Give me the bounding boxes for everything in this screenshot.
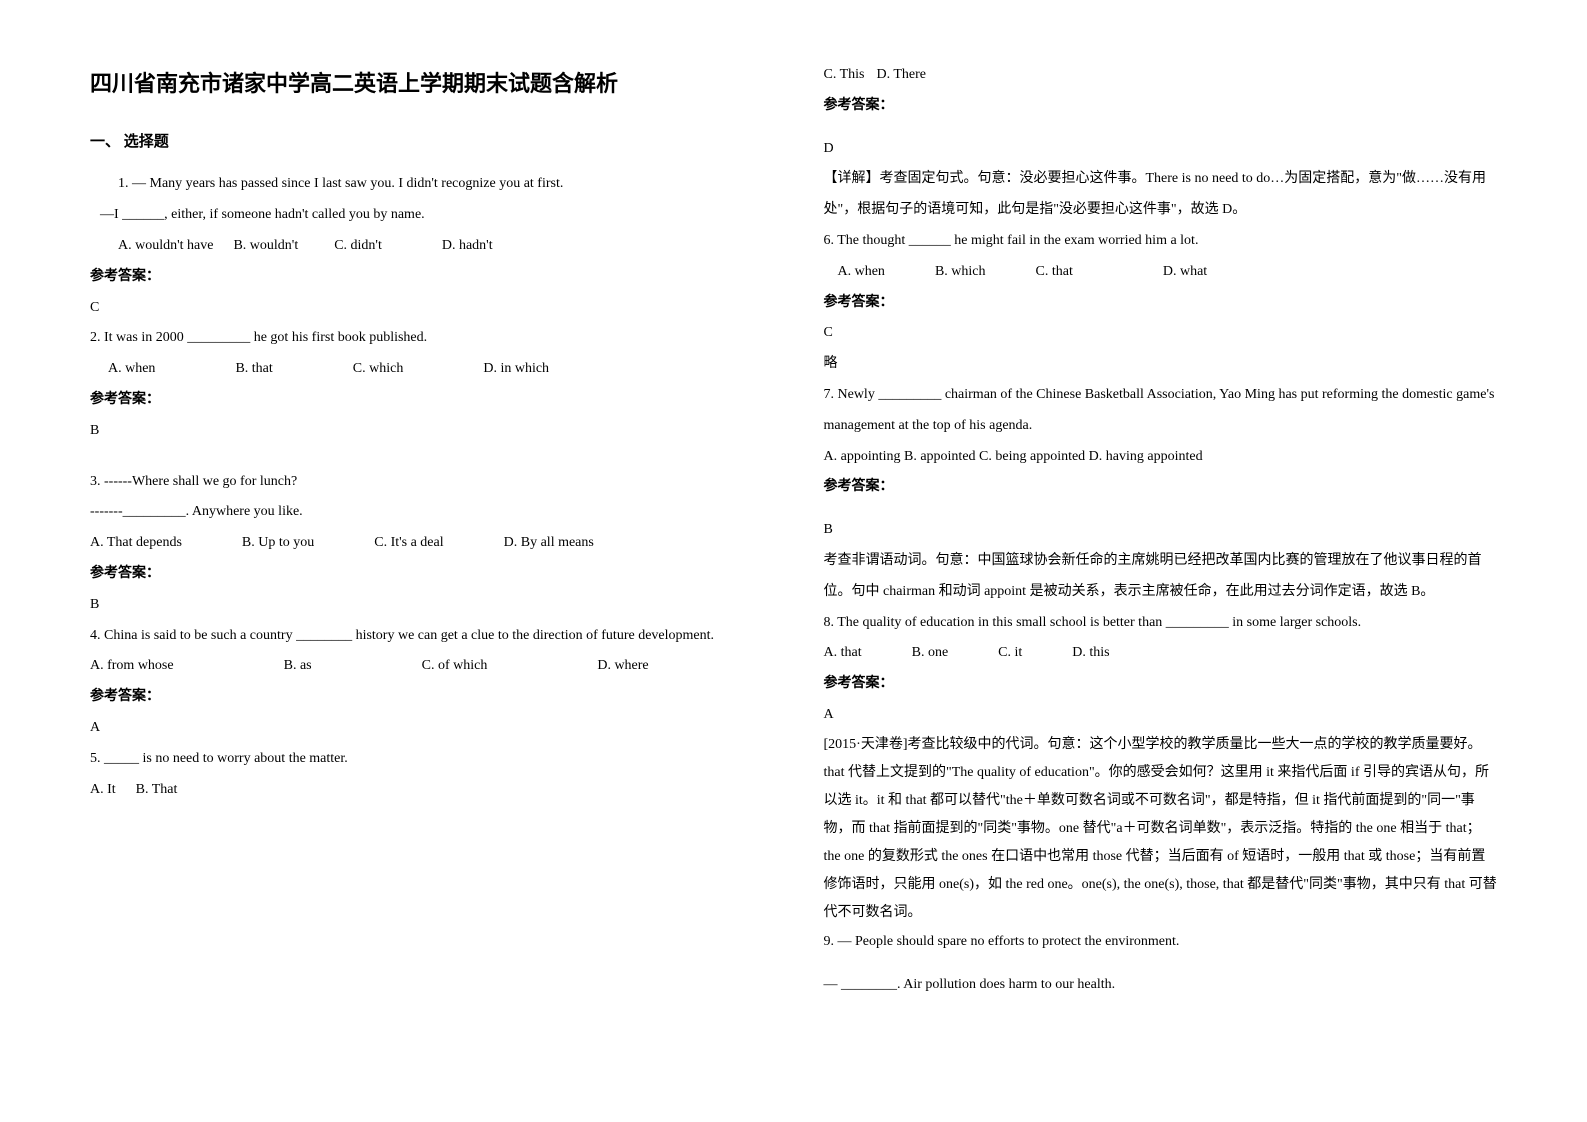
- q6-answer-key: 参考答案：: [824, 288, 1498, 319]
- right-column: C. This D. There 参考答案： D 【详解】考查固定句式。句意：没…: [824, 60, 1498, 1062]
- q8-option-b: B. one: [912, 638, 949, 669]
- q4-option-c: C. of which: [422, 651, 488, 682]
- q6-answer: C: [824, 318, 1498, 349]
- q3-option-d: D. By all means: [504, 528, 594, 559]
- q6-explain: 略: [824, 349, 1498, 380]
- q5-answer-key: 参考答案：: [824, 91, 1498, 122]
- left-column: 四川省南充市诸家中学高二英语上学期期末试题含解析 一、 选择题 1. — Man…: [90, 60, 764, 1062]
- q5-answer: D: [824, 134, 1498, 165]
- section-heading: 一、 选择题: [90, 126, 764, 159]
- q3-options: A. That depends B. Up to you C. It's a d…: [90, 528, 764, 559]
- q5-option-d: D. There: [876, 60, 926, 91]
- q6-option-d: D. what: [1163, 257, 1207, 288]
- q8-explain: [2015·天津卷]考查比较级中的代词。句意：这个小型学校的教学质量比一些大一点…: [824, 731, 1498, 927]
- q2-answer: B: [90, 416, 764, 447]
- page-title: 四川省南充市诸家中学高二英语上学期期末试题含解析: [90, 60, 764, 108]
- q3-stem-2: -------_________. Anywhere you like.: [90, 497, 764, 528]
- q4-stem: 4. China is said to be such a country __…: [90, 621, 764, 652]
- q4-option-a: A. from whose: [90, 651, 174, 682]
- q6-option-a: A. when: [838, 257, 885, 288]
- q4-answer-key: 参考答案：: [90, 682, 764, 713]
- q3-option-b: B. Up to you: [242, 528, 314, 559]
- q4-option-d: D. where: [597, 651, 648, 682]
- q4-answer: A: [90, 713, 764, 744]
- q3-stem-1: 3. ------Where shall we go for lunch?: [90, 467, 764, 498]
- q7-stem: 7. Newly _________ chairman of the Chine…: [824, 380, 1498, 442]
- q6-option-b: B. which: [935, 257, 986, 288]
- q5-options-left: A. It B. That: [90, 775, 764, 806]
- q1-stem-1: 1. — Many years has passed since I last …: [90, 169, 764, 200]
- q1-option-d: D. hadn't: [442, 231, 493, 262]
- q1-stem-2: —I ______, either, if someone hadn't cal…: [90, 200, 764, 231]
- q2-options: A. when B. that C. which D. in which: [90, 354, 764, 385]
- q3-answer: B: [90, 590, 764, 621]
- q9-stem-2: — ________. Air pollution does harm to o…: [824, 970, 1498, 1001]
- q4-option-b: B. as: [284, 651, 312, 682]
- q8-option-a: A. that: [824, 638, 862, 669]
- q2-option-d: D. in which: [483, 354, 549, 385]
- q3-option-a: A. That depends: [90, 528, 182, 559]
- q8-stem: 8. The quality of education in this smal…: [824, 608, 1498, 639]
- q1-options: A. wouldn't have B. wouldn't C. didn't D…: [90, 231, 764, 262]
- q5-explain: 【详解】考查固定句式。句意：没必要担心这件事。There is no need …: [824, 164, 1498, 226]
- q2-option-a: A. when: [108, 354, 155, 385]
- q8-answer: A: [824, 700, 1498, 731]
- q5-stem: 5. _____ is no need to worry about the m…: [90, 744, 764, 775]
- q5-options-right: C. This D. There: [824, 60, 1498, 91]
- q4-options: A. from whose B. as C. of which D. where: [90, 651, 764, 682]
- q7-answer: B: [824, 515, 1498, 546]
- q1-option-c: C. didn't: [334, 231, 382, 262]
- q3-answer-key: 参考答案：: [90, 559, 764, 590]
- q5-option-b: B. That: [136, 775, 178, 806]
- q8-answer-key: 参考答案：: [824, 669, 1498, 700]
- q7-options: A. appointing B. appointed C. being appo…: [824, 442, 1498, 473]
- q3-option-c: C. It's a deal: [374, 528, 443, 559]
- q1-answer: C: [90, 293, 764, 324]
- q6-option-c: C. that: [1036, 257, 1073, 288]
- q9-stem-1: 9. — People should spare no efforts to p…: [824, 927, 1498, 958]
- q2-option-c: C. which: [353, 354, 404, 385]
- two-column-layout: 四川省南充市诸家中学高二英语上学期期末试题含解析 一、 选择题 1. — Man…: [90, 60, 1497, 1062]
- q1-option-a: A. wouldn't have: [118, 231, 213, 262]
- q8-options: A. that B. one C. it D. this: [824, 638, 1498, 669]
- q7-explain: 考查非谓语动词。句意：中国篮球协会新任命的主席姚明已经把改革国内比赛的管理放在了…: [824, 546, 1498, 608]
- q2-stem: 2. It was in 2000 _________ he got his f…: [90, 323, 764, 354]
- q5-option-a: A. It: [90, 775, 116, 806]
- q2-answer-key: 参考答案：: [90, 385, 764, 416]
- q6-options: A. when B. which C. that D. what: [824, 257, 1498, 288]
- q8-option-d: D. this: [1072, 638, 1109, 669]
- q2-option-b: B. that: [235, 354, 272, 385]
- q6-stem: 6. The thought ______ he might fail in t…: [824, 226, 1498, 257]
- q8-option-c: C. it: [998, 638, 1022, 669]
- q1-answer-key: 参考答案：: [90, 262, 764, 293]
- q5-option-c: C. This: [824, 60, 865, 91]
- q1-option-b: B. wouldn't: [233, 231, 298, 262]
- q7-answer-key: 参考答案：: [824, 472, 1498, 503]
